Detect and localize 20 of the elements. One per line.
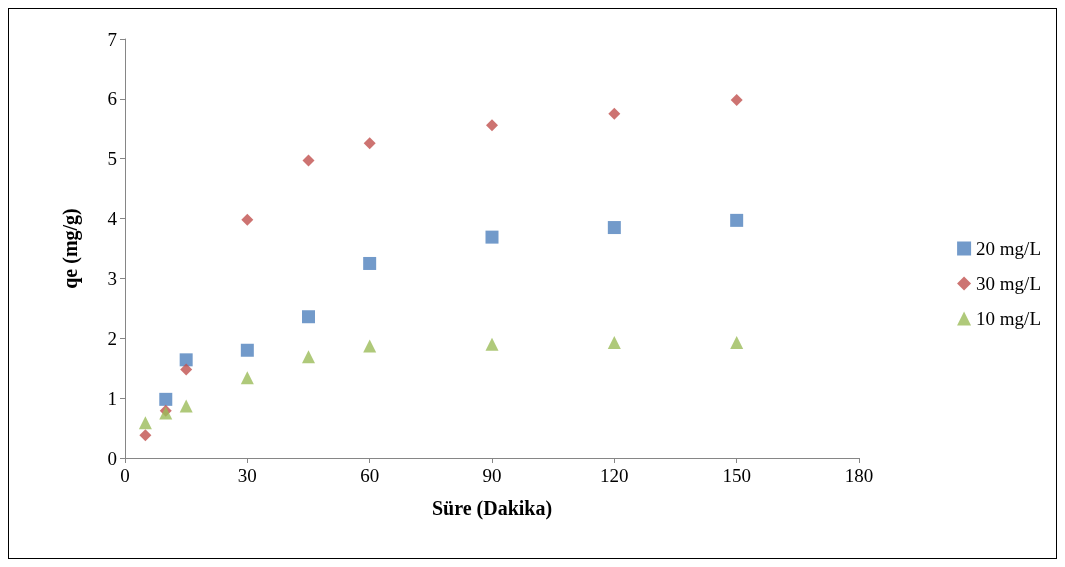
x-tick-label: 90 [482, 465, 502, 486]
y-tick-label: 6 [107, 88, 117, 110]
y-tick-label: 1 [107, 387, 117, 409]
x-tick-label: 120 [600, 465, 629, 486]
legend-label: 20 mg/L [976, 238, 1042, 259]
y-tick-label: 4 [107, 208, 118, 230]
x-tick-label: 60 [360, 465, 380, 486]
y-tick-label: 5 [107, 148, 117, 170]
legend-label: 30 mg/L [976, 273, 1042, 294]
y-axis-title: qe (mg/g) [59, 208, 82, 289]
legend-label: 10 mg/L [976, 308, 1042, 329]
y-tick-label: 3 [107, 267, 117, 289]
x-axis-title: Süre (Dakika) [431, 497, 553, 520]
y-tick-label: 2 [107, 327, 117, 349]
y-tick-label: 0 [107, 447, 117, 469]
x-tick-label: 30 [237, 465, 257, 486]
y-tick-label: 7 [107, 28, 117, 50]
x-tick-label: 0 [120, 465, 130, 486]
x-tick-label: 180 [844, 465, 874, 486]
x-tick-label: 150 [722, 465, 751, 486]
